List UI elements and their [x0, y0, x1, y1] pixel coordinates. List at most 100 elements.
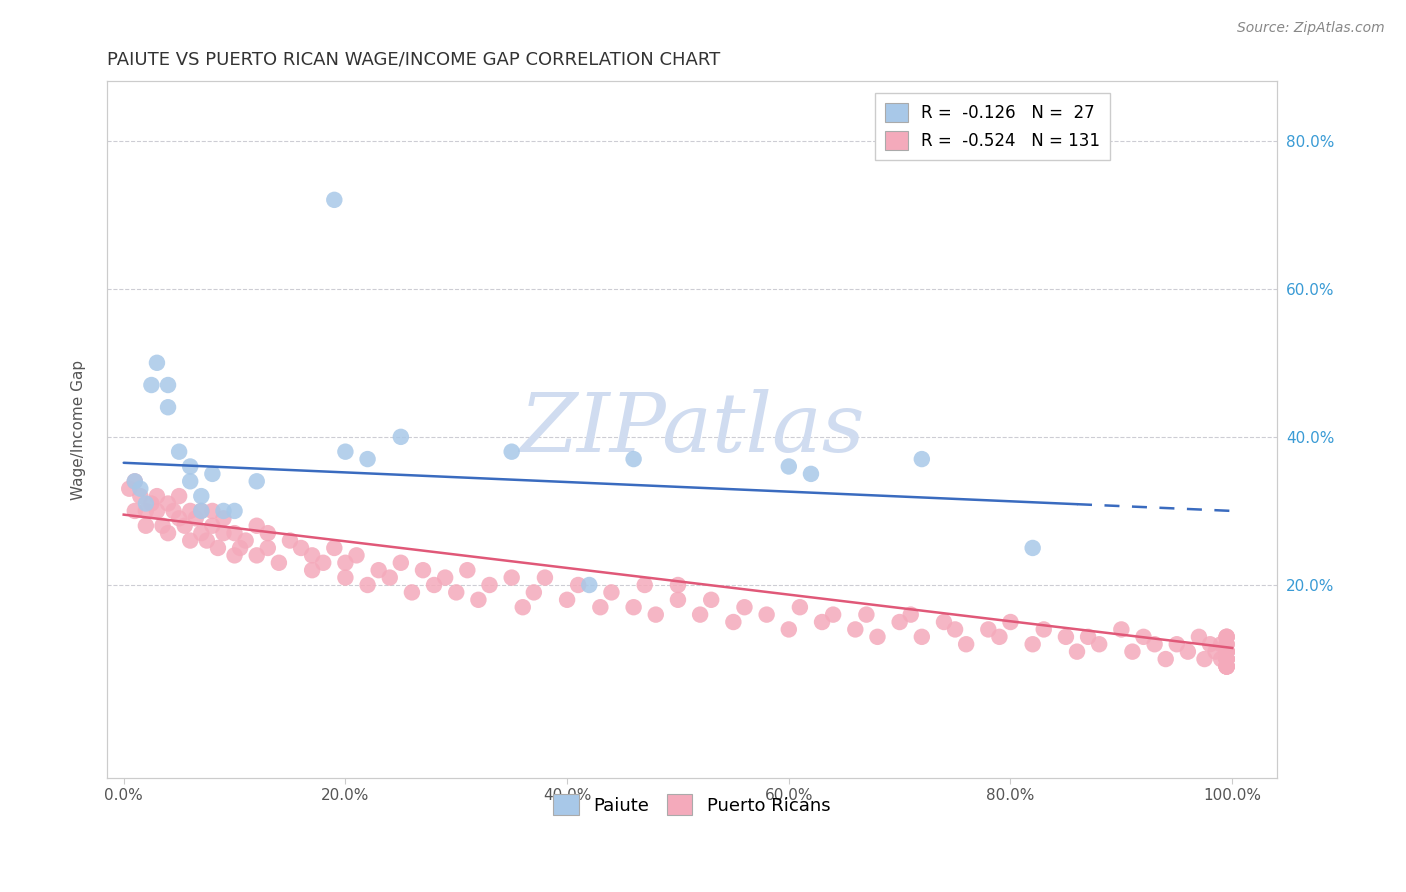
Point	[900, 607, 922, 622]
Point	[1215, 645, 1237, 659]
Point	[157, 496, 180, 510]
Point	[501, 444, 523, 458]
Point	[301, 549, 323, 563]
Point	[1154, 652, 1177, 666]
Point	[212, 526, 235, 541]
Point	[1188, 630, 1211, 644]
Point	[977, 623, 1000, 637]
Point	[1077, 630, 1099, 644]
Point	[1143, 637, 1166, 651]
Point	[1177, 645, 1199, 659]
Point	[224, 526, 246, 541]
Point	[162, 504, 184, 518]
Point	[323, 541, 346, 555]
Point	[1132, 630, 1154, 644]
Point	[988, 630, 1011, 644]
Point	[534, 571, 557, 585]
Point	[135, 504, 157, 518]
Point	[129, 489, 152, 503]
Point	[589, 600, 612, 615]
Point	[124, 475, 146, 489]
Point	[600, 585, 623, 599]
Point	[932, 615, 955, 629]
Point	[1088, 637, 1111, 651]
Text: Source: ZipAtlas.com: Source: ZipAtlas.com	[1237, 21, 1385, 35]
Point	[246, 518, 269, 533]
Point	[335, 556, 357, 570]
Point	[523, 585, 546, 599]
Point	[866, 630, 889, 644]
Point	[1215, 630, 1237, 644]
Point	[346, 549, 368, 563]
Point	[1215, 652, 1237, 666]
Point	[224, 549, 246, 563]
Point	[789, 600, 811, 615]
Point	[456, 563, 478, 577]
Point	[778, 623, 800, 637]
Point	[179, 533, 201, 548]
Point	[190, 504, 212, 518]
Point	[1215, 652, 1237, 666]
Point	[644, 607, 666, 622]
Point	[755, 607, 778, 622]
Legend: Paiute, Puerto Ricans: Paiute, Puerto Ricans	[544, 785, 839, 824]
Point	[278, 533, 301, 548]
Point	[723, 615, 745, 629]
Point	[190, 489, 212, 503]
Point	[700, 592, 723, 607]
Point	[141, 496, 163, 510]
Point	[1021, 637, 1043, 651]
Point	[623, 452, 645, 467]
Point	[179, 475, 201, 489]
Point	[1215, 652, 1237, 666]
Point	[135, 518, 157, 533]
Point	[401, 585, 423, 599]
Point	[555, 592, 578, 607]
Point	[634, 578, 657, 592]
Point	[378, 571, 401, 585]
Point	[207, 541, 229, 555]
Point	[844, 623, 866, 637]
Point	[1194, 652, 1216, 666]
Point	[666, 592, 689, 607]
Point	[173, 518, 195, 533]
Point	[179, 504, 201, 518]
Point	[911, 630, 934, 644]
Point	[1215, 630, 1237, 644]
Point	[190, 526, 212, 541]
Point	[157, 526, 180, 541]
Point	[201, 467, 224, 481]
Point	[1215, 645, 1237, 659]
Point	[1215, 659, 1237, 673]
Point	[201, 518, 224, 533]
Point	[312, 556, 335, 570]
Point	[1054, 630, 1077, 644]
Point	[1205, 645, 1227, 659]
Point	[434, 571, 457, 585]
Point	[212, 504, 235, 518]
Text: ZIPatlas: ZIPatlas	[519, 390, 865, 469]
Point	[1215, 652, 1237, 666]
Point	[184, 511, 207, 525]
Point	[356, 578, 378, 592]
Point	[1199, 637, 1222, 651]
Point	[855, 607, 877, 622]
Point	[224, 504, 246, 518]
Point	[167, 489, 190, 503]
Point	[267, 556, 290, 570]
Point	[356, 452, 378, 467]
Point	[423, 578, 446, 592]
Point	[141, 378, 163, 392]
Y-axis label: Wage/Income Gap: Wage/Income Gap	[72, 359, 86, 500]
Point	[1166, 637, 1188, 651]
Point	[1032, 623, 1054, 637]
Point	[235, 533, 257, 548]
Point	[256, 526, 278, 541]
Point	[1215, 659, 1237, 673]
Point	[1215, 659, 1237, 673]
Point	[666, 578, 689, 592]
Point	[229, 541, 252, 555]
Point	[811, 615, 834, 629]
Point	[512, 600, 534, 615]
Text: PAIUTE VS PUERTO RICAN WAGE/INCOME GAP CORRELATION CHART: PAIUTE VS PUERTO RICAN WAGE/INCOME GAP C…	[107, 51, 720, 69]
